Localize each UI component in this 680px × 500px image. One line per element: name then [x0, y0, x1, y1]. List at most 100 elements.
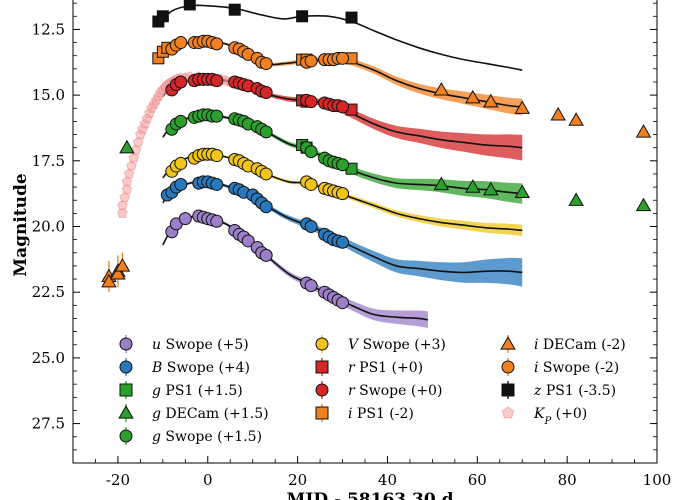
- data-point-12-14: [144, 107, 155, 119]
- data-point-12-2: [119, 191, 131, 203]
- y-tick-label-3: 20.0: [32, 218, 65, 236]
- data-point-10-15: [259, 57, 273, 71]
- model-band-0: [162, 214, 428, 329]
- data-point-9-12: [635, 123, 652, 138]
- legend-label-part: DECam (+1.5): [161, 406, 269, 422]
- model-band-7: [162, 78, 523, 161]
- legend-label-part: B: [151, 360, 162, 376]
- data-point-3-6: [635, 197, 652, 212]
- data-point-4-22: [336, 158, 350, 172]
- legend: u Swope (+5)B Swope (+4)g PS1 (+1.5)g DE…: [118, 335, 626, 445]
- data-point-1-17: [304, 220, 318, 233]
- data-point-1-8: [210, 177, 224, 191]
- x-tick-label-2: 20: [288, 471, 307, 489]
- x-tick-label-6: 100: [643, 471, 672, 489]
- data-point-12-6: [126, 160, 137, 171]
- data-point-12-9: [132, 136, 144, 147]
- model-band-4: [162, 113, 523, 204]
- data-point-12-13: [141, 113, 153, 124]
- data-point-4-2: [174, 114, 188, 128]
- legend-marker-8: [315, 406, 329, 420]
- data-point-9-6: [433, 81, 450, 96]
- y-tick-label-4: 22.5: [32, 283, 65, 301]
- legend-marker-7: [315, 383, 329, 397]
- model-curve-11: [157, 4, 523, 71]
- legend-marker-12: [501, 406, 515, 419]
- legend-label-part: i: [348, 406, 352, 422]
- legend-marker-1: [119, 360, 133, 374]
- data-point-3-4: [514, 184, 530, 199]
- legend-label-part: i: [534, 360, 538, 376]
- data-point-5-8: [210, 149, 224, 163]
- legend-label-12: KP (+0): [533, 406, 587, 427]
- legend-entry-10: i Swope (-2): [501, 358, 619, 376]
- legend-label-part: r: [348, 383, 356, 399]
- legend-label-part: (+0): [551, 406, 587, 422]
- legend-label-10: i Swope (-2): [534, 360, 619, 376]
- data-point-1-3: [174, 177, 188, 191]
- axes: -20 0 20 40 60 80 100 12.5 15.0 17.5 20.0 22.5 25.0 2…: [32, 0, 672, 489]
- data-point-12-12: [139, 118, 151, 129]
- data-point-12-17: [150, 94, 162, 105]
- data-point-0-16: [304, 279, 318, 293]
- data-point-9-7: [465, 89, 481, 104]
- data-point-3-2: [465, 179, 481, 193]
- legend-label-part: DECam (-2): [538, 337, 625, 353]
- legend-entry-12: KP (+0): [501, 406, 587, 427]
- legend-label-part: PS1 (+1.5): [161, 383, 243, 399]
- data-point-7-22: [336, 100, 350, 114]
- data-point-7-15: [259, 85, 273, 99]
- data-point-0-11: [241, 234, 255, 248]
- legend-label-1: B Swope (+4): [151, 360, 250, 376]
- legend-label-part: Swope (+3): [358, 337, 446, 353]
- legend-label-part: PS1 (-2): [352, 406, 413, 422]
- data-point-9-9: [514, 100, 530, 114]
- data-point-7-2: [174, 75, 188, 89]
- data-point-11-1: [156, 10, 169, 23]
- model-band-1: [162, 180, 523, 287]
- data-point-1-15: [259, 200, 273, 214]
- y-tick-label-1: 15.0: [32, 86, 65, 104]
- data-point-7-8: [210, 74, 224, 88]
- data-point-4-17: [304, 145, 318, 159]
- data-point-10-17: [304, 54, 318, 68]
- legend-marker-4: [119, 429, 133, 443]
- legend-label-part: i: [534, 337, 538, 353]
- data-point-0-21: [336, 296, 350, 310]
- data-point-12-5: [123, 168, 135, 179]
- legend-marker-0: [119, 337, 133, 351]
- legend-marker-9: [500, 336, 516, 350]
- data-markers: [101, 0, 652, 310]
- data-point-12-15: [146, 102, 157, 113]
- data-point-9-10: [550, 106, 566, 121]
- data-point-9-4: [110, 265, 126, 280]
- data-point-3-5: [568, 192, 584, 206]
- data-point-9-2: [101, 273, 117, 288]
- x-tick-label-1: 0: [203, 471, 213, 489]
- model-band-10: [162, 40, 523, 116]
- legend-entry-2: g PS1 (+1.5): [119, 381, 243, 399]
- data-point-11-4: [296, 10, 309, 23]
- legend-entry-7: r Swope (+0): [315, 381, 443, 399]
- data-point-7-17: [304, 95, 318, 109]
- legend-entry-9: i DECam (-2): [500, 335, 626, 353]
- data-point-4-15: [259, 125, 273, 139]
- data-point-0-14: [259, 248, 273, 262]
- legend-label-part: g: [152, 406, 161, 422]
- data-point-3-3: [483, 181, 499, 196]
- x-tick-label-5: 80: [558, 471, 577, 489]
- legend-label-part: Swope (+4): [162, 360, 250, 376]
- legend-label-part: Swope (+5): [161, 337, 249, 353]
- legend-label-9: i DECam (-2): [534, 337, 626, 353]
- legend-label-part: g: [152, 429, 161, 445]
- data-point-0-2: [178, 212, 192, 226]
- legend-entry-4: g Swope (+1.5): [119, 427, 262, 445]
- legend-label-part: V: [348, 337, 360, 353]
- data-point-5-22: [336, 187, 350, 201]
- legend-label-part: Swope (+0): [355, 383, 443, 399]
- legend-label-part: P: [543, 416, 551, 427]
- data-point-0-7: [210, 214, 224, 228]
- legend-label-8: i PS1 (-2): [348, 406, 414, 422]
- data-point-10-2: [174, 36, 188, 50]
- legend-label-part: r: [348, 360, 356, 376]
